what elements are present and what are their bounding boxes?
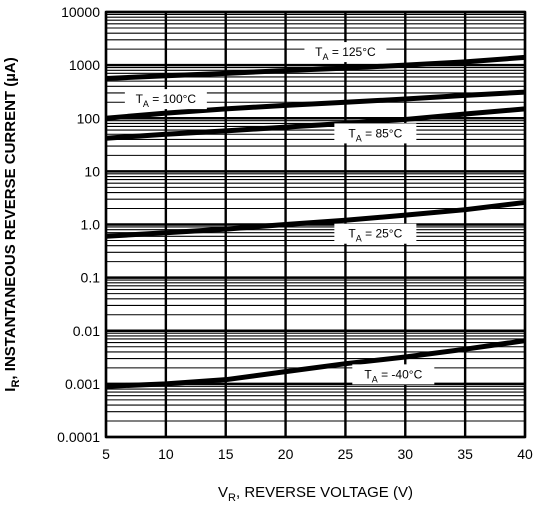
x-tick-label: 30: [397, 446, 413, 462]
series-line: [105, 338, 526, 389]
series-label-box: [304, 42, 387, 63]
y-tick-label: 1000: [69, 57, 100, 73]
y-tick-label: 0.001: [65, 376, 100, 392]
y-tick-label: 10000: [61, 4, 100, 20]
x-tick-label: 5: [102, 446, 110, 462]
y-tick-label: 10: [84, 163, 100, 179]
y-tick-label: 1.0: [81, 217, 101, 233]
series-labels: TA = 125°C TA = 100°C TA = 85°C TA = 25°C TA…: [124, 42, 435, 385]
x-tick-label: 10: [158, 446, 174, 462]
series-label: TA = -40°C: [352, 364, 435, 385]
series-label-box: [334, 123, 417, 144]
series-label-box: [334, 223, 417, 244]
series-label-box: [124, 89, 207, 110]
y-tick-label: 0.0001: [57, 429, 100, 445]
series-line: [105, 89, 526, 121]
x-tick-label: 20: [278, 446, 294, 462]
series-label-text: TA = 25°C: [348, 227, 402, 244]
y-tick-label: 100: [77, 110, 101, 126]
y-axis-title: IR, INSTANTANEOUS REVERSE CURRENT (µA): [2, 57, 22, 391]
series-line: [105, 54, 526, 81]
y-tick-label: 0.01: [73, 323, 100, 339]
series-line: [105, 199, 526, 239]
series-label: TA = 25°C: [334, 223, 417, 244]
x-tick-label: 25: [338, 446, 354, 462]
series-lines: [105, 54, 526, 389]
series-label-text: TA = -40°C: [364, 367, 422, 384]
series-label: TA = 100°C: [124, 89, 207, 110]
series-label: TA = 125°C: [304, 42, 387, 63]
x-tick-label: 15: [218, 446, 234, 462]
plot-frame: [104, 10, 527, 439]
series-line: [105, 106, 526, 141]
grid: [104, 10, 527, 439]
series-label-text: TA = 100°C: [136, 92, 197, 109]
series-label-text: TA = 85°C: [348, 126, 402, 143]
series-label-box: [352, 364, 435, 385]
series-label: TA = 85°C: [334, 123, 417, 144]
series-label-text: TA = 125°C: [315, 45, 376, 62]
x-axis-title: VR, REVERSE VOLTAGE (V): [218, 484, 413, 504]
tick-labels: 5 10 15 20 25 30 35 40 10000 1000 100 10 1.0 0.1 0.01 0…: [57, 4, 533, 462]
y-tick-label: 0.1: [81, 270, 101, 286]
x-tick-label: 35: [457, 446, 473, 462]
x-tick-label: 40: [517, 446, 533, 462]
